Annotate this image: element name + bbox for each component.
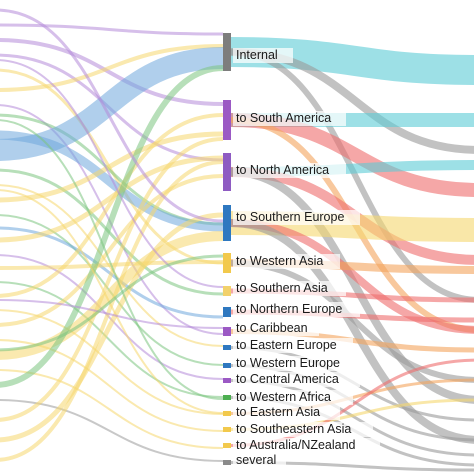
node-bar-to-south-america <box>223 100 231 140</box>
node-label-background <box>233 453 286 468</box>
node-bar-to-western-asia <box>223 253 231 273</box>
incoming-flow <box>0 212 224 443</box>
node-bar-to-caribbean <box>223 327 231 336</box>
node-label-to-north-america: to North America <box>236 163 329 177</box>
node-label-background <box>233 356 353 371</box>
incoming-flow <box>0 38 224 106</box>
incoming-flow <box>0 8 224 223</box>
node-label-background <box>233 372 360 387</box>
node-bar-to-australia-nzealand <box>223 443 231 448</box>
outgoing-flow <box>230 219 474 334</box>
node-label-to-southern-asia: to Southern Asia <box>236 281 328 295</box>
outgoing-flow <box>230 219 474 444</box>
incoming-flow <box>0 44 224 92</box>
node-label-to-eastern-asia: to Eastern Asia <box>236 405 320 419</box>
node-label-background <box>233 111 346 126</box>
node-label-background <box>233 302 360 317</box>
outgoing-flow <box>230 168 474 404</box>
node-label-background <box>233 321 319 336</box>
node-bar-to-eastern-asia <box>223 411 231 416</box>
incoming-flow <box>0 160 224 462</box>
node-bar-to-southern-europe <box>223 205 231 241</box>
node-label-to-australia-nzealand: to Australia/NZealand <box>236 438 356 452</box>
incoming-flow <box>0 226 224 319</box>
node-bar-to-southeastern-asia <box>223 427 231 432</box>
node-label-internal: Internal <box>236 48 278 62</box>
incoming-flow <box>0 399 224 462</box>
node-bar-several <box>223 460 231 465</box>
node-bar-to-north-america <box>223 153 231 191</box>
node-label-to-western-europe: to Western Europe <box>236 356 340 370</box>
node-label-to-south-america: to South America <box>236 111 331 125</box>
incoming-flow <box>0 23 224 36</box>
incoming-flow <box>0 131 224 203</box>
node-label-background <box>233 48 293 63</box>
incoming-flow <box>0 254 224 352</box>
node-label-background <box>233 254 340 269</box>
node-bar-to-southern-asia <box>223 286 231 296</box>
incoming-flows <box>0 8 224 462</box>
node-label-to-central-america: to Central America <box>236 372 339 386</box>
incoming-flow <box>0 65 224 388</box>
incoming-flow <box>0 155 224 243</box>
node-label-to-western-africa: to Western Africa <box>236 390 331 404</box>
node-bars <box>223 33 231 465</box>
node-bar-to-western-africa <box>223 395 231 400</box>
node-label-background <box>233 438 380 453</box>
incoming-flow <box>0 260 224 270</box>
incoming-flow <box>0 299 224 329</box>
node-label-background <box>233 210 360 225</box>
incoming-flow <box>0 59 224 288</box>
node-label-to-northern-europe: to Northern Europe <box>236 302 342 316</box>
incoming-flow <box>0 113 224 298</box>
incoming-flow <box>0 47 224 161</box>
node-bar-to-northern-europe <box>223 307 231 317</box>
node-label-background <box>233 390 353 405</box>
node-label-background <box>233 338 353 353</box>
node-label-to-western-asia: to Western Asia <box>236 254 323 268</box>
node-label-background <box>233 281 346 296</box>
node-bar-to-eastern-europe <box>223 345 231 350</box>
incoming-flow <box>0 137 224 422</box>
node-label-to-southeastern-asia: to Southeastern Asia <box>236 422 351 436</box>
node-bar-to-central-america <box>223 378 231 383</box>
node-label-several: several <box>236 453 276 467</box>
node-label-to-southern-europe: to Southern Europe <box>236 210 344 224</box>
node-bar-internal <box>223 33 231 71</box>
node-label-background <box>233 422 373 437</box>
node-label-to-caribbean: to Caribbean <box>236 321 308 335</box>
incoming-flow <box>0 119 224 400</box>
incoming-flow <box>0 174 224 327</box>
incoming-flow <box>0 309 224 415</box>
node-label-background <box>233 163 346 178</box>
node-label-background <box>233 405 340 420</box>
outgoing-flow <box>230 49 474 303</box>
node-label-to-eastern-europe: to Eastern Europe <box>236 338 337 352</box>
node-labels: Internal to South America to North America… <box>233 48 380 468</box>
incoming-flow <box>0 254 224 380</box>
node-bar-to-western-europe <box>223 363 231 368</box>
incoming-flow <box>0 231 224 360</box>
